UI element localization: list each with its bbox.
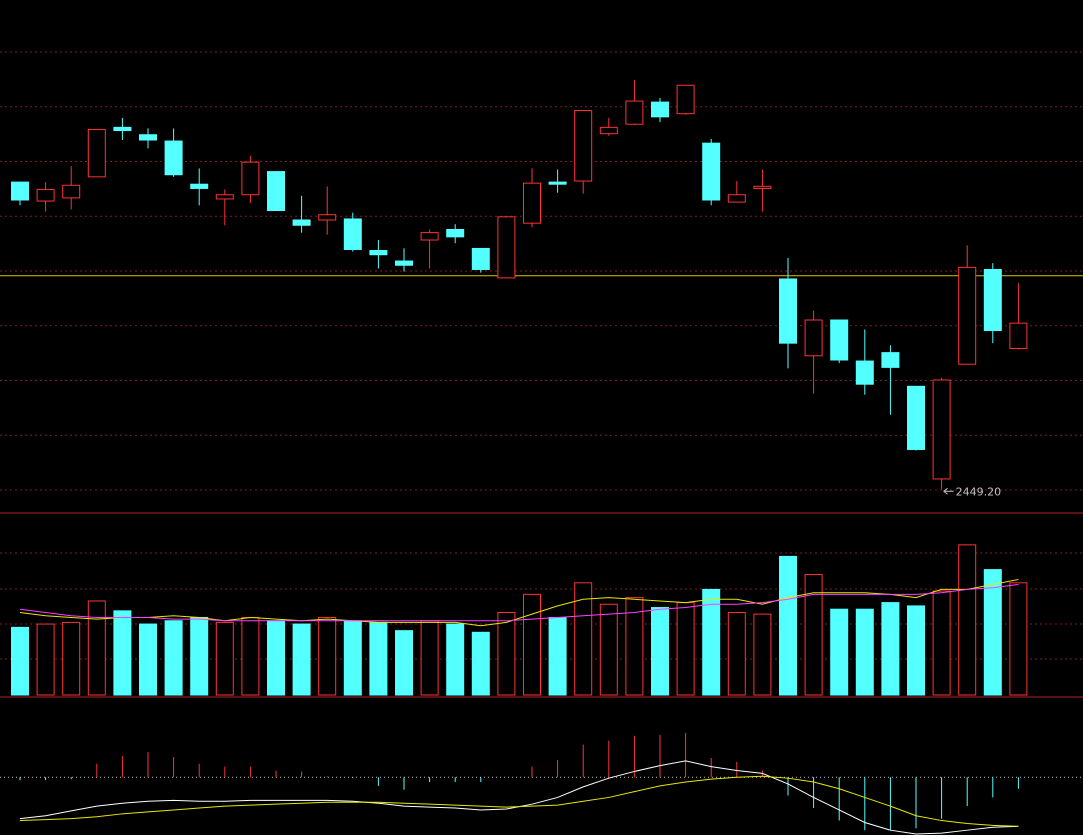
volume-bar [113,610,132,696]
candle-body [727,194,746,203]
volume-bar [62,621,81,696]
candle-body [446,228,465,238]
candle-body [932,379,951,480]
volume-bar [907,605,925,696]
candle-body [804,319,823,357]
candle-body [190,183,209,189]
candle-body [87,128,106,178]
candle-body [267,171,285,212]
volume-bar [446,623,465,696]
volume-bar [318,616,337,696]
annotation-label: 2449.20 [956,485,1002,498]
volume-bar [548,616,567,696]
candle-body [1009,322,1028,349]
candle-body [113,126,132,132]
volume-bar [676,602,695,696]
volume-bar [292,623,311,696]
volume-bar [599,603,618,696]
candle-body [343,218,362,250]
candle-body [881,352,900,368]
volume-bar [420,620,439,696]
candle-body [599,126,618,135]
volume-bar [727,612,746,696]
candle-body [139,134,157,141]
candle-body [369,250,388,256]
candle-body [471,247,490,270]
candle-body [779,278,797,344]
indicator-line [19,579,1019,627]
candle-body [11,181,29,201]
indicator-line [19,775,1019,827]
volume-bar [625,597,644,696]
candle-body [830,319,849,361]
volume-bar [267,620,285,696]
candle-body [958,266,977,365]
volume-bar [779,555,797,696]
volume-bar [215,621,234,696]
volume-bar [471,631,490,696]
volume-bar [651,607,669,696]
candle-body [36,188,55,202]
annotation-arrow [943,487,954,495]
candle-body [420,232,439,241]
volume-bar [164,620,183,696]
volume-bar [753,613,772,696]
volume-bar [855,608,874,696]
candle-body [164,140,183,176]
volume-bar [574,582,593,696]
candle-body [62,184,81,199]
candle-body [292,219,311,226]
candle-body [855,360,874,385]
candle-body [395,260,413,266]
candle-body [676,84,695,115]
volume-bar [395,630,413,696]
volume-bar [139,623,157,696]
candle-body [753,185,772,189]
volume-bar [702,588,721,696]
volume-bar [497,612,516,696]
candle-body [651,101,669,118]
candle-body [497,216,516,279]
volume-bar [87,600,106,696]
candle-body [523,182,541,224]
volume-bar [830,608,849,696]
volume-bar [523,593,541,696]
volume-bar [1009,582,1028,696]
candle-body [983,268,1002,332]
volume-bar [369,621,388,696]
volume-bar [804,574,823,696]
candle-body [318,214,337,221]
volume-bar [11,626,29,696]
candle-body [907,385,925,450]
volume-bar [932,590,951,696]
volume-bar [983,569,1002,696]
volume-bar [190,616,209,696]
volume-bar [958,544,977,696]
candle-body [625,100,644,125]
candle-body [702,142,721,201]
candle-body [241,161,260,196]
volume-bar [241,616,260,696]
candle-body [548,181,567,185]
volume-bar [343,620,362,696]
indicator-line [19,583,1019,622]
volume-bar [36,623,55,696]
candle-body [215,194,234,200]
volume-bar [881,602,900,696]
candle-body [574,110,593,182]
